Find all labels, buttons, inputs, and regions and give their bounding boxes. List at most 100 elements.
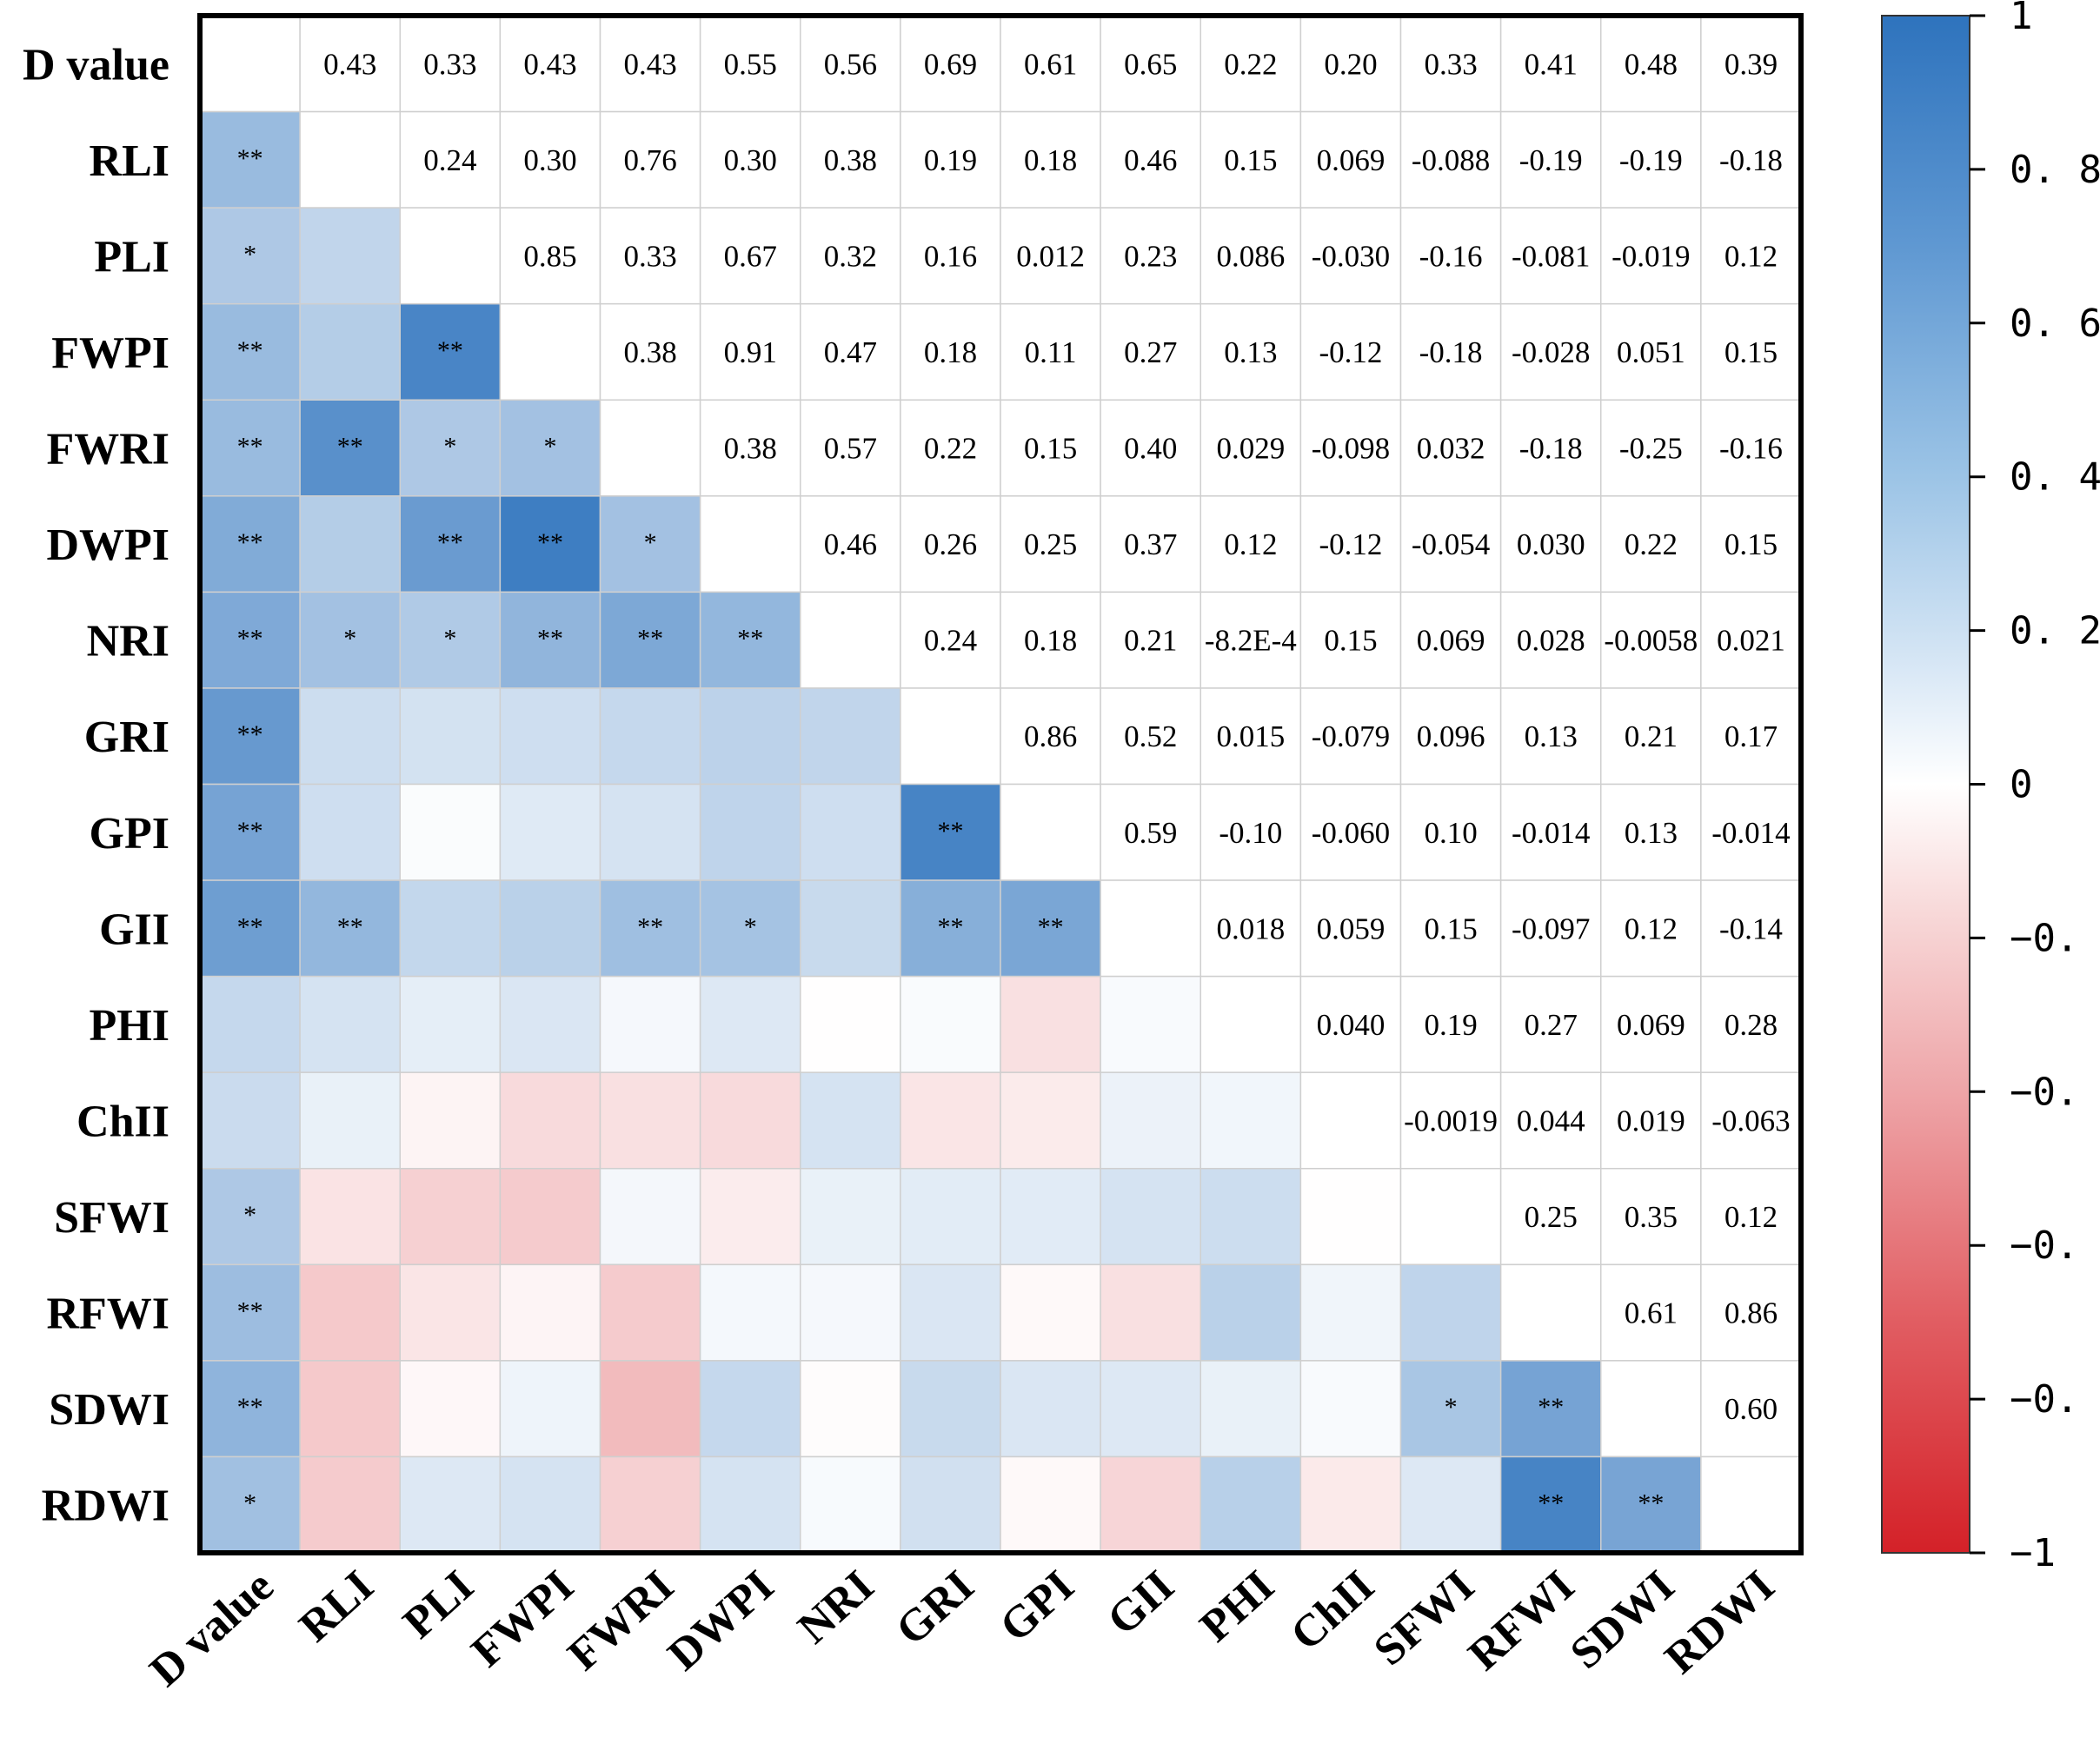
heatmap-cell-6-15 <box>1700 591 1802 689</box>
heatmap-cell-11-1 <box>299 1071 401 1170</box>
heatmap-cell-2-12 <box>1399 207 1502 305</box>
correlation-value-label: 0.20 <box>1324 47 1377 81</box>
correlation-value-label: -8.2E-4 <box>1205 624 1297 658</box>
correlation-value-label: 0.11 <box>1025 335 1077 369</box>
heatmap-cell-8-5 <box>699 783 801 881</box>
heatmap-cell-7-9 <box>1100 687 1201 786</box>
correlation-value-label: 0.15 <box>1224 143 1277 177</box>
correlation-value-label: 0.19 <box>924 143 977 177</box>
significance-marker: * <box>443 433 456 461</box>
heatmap-cell-0-0 <box>199 15 301 113</box>
row-label: FWPI <box>51 328 169 378</box>
heatmap-cell-6-5 <box>699 591 801 689</box>
heatmap-cell-7-4 <box>599 687 701 786</box>
heatmap-cell-9-12 <box>1399 879 1502 978</box>
significance-marker: * <box>644 528 657 557</box>
heatmap-cell-1-2 <box>399 110 502 209</box>
correlation-value-label: 0.051 <box>1617 335 1685 369</box>
correlation-value-label: 0.18 <box>1024 143 1077 177</box>
significance-marker: * <box>543 433 556 461</box>
column-label: GPI <box>991 1562 1084 1652</box>
heatmap-cell-15-7 <box>900 1456 1001 1554</box>
correlation-value-label: -0.060 <box>1312 816 1390 850</box>
heatmap-cell-6-14 <box>1600 591 1702 689</box>
row-label: GPI <box>90 809 169 859</box>
correlation-value-label: 0.24 <box>423 143 476 177</box>
significance-marker: ** <box>237 528 263 557</box>
heatmap-cell-1-8 <box>1000 110 1101 209</box>
correlation-value-label: -0.081 <box>1512 239 1590 273</box>
correlation-value-label: 0.012 <box>1016 239 1085 273</box>
heatmap-cell-0-3 <box>499 15 601 113</box>
correlation-value-label: 0.56 <box>824 47 877 81</box>
correlation-value-label: -0.098 <box>1312 432 1390 466</box>
heatmap-cell-2-4 <box>599 207 701 305</box>
heatmap-cell-14-14 <box>1600 1360 1702 1458</box>
row-label: D value <box>23 40 169 90</box>
correlation-value-label: -0.030 <box>1312 239 1390 273</box>
heatmap-cell-8-6 <box>800 783 901 881</box>
heatmap-cell-11-15 <box>1700 1071 1802 1170</box>
heatmap-cell-13-4 <box>599 1263 701 1362</box>
heatmap-cell-5-1 <box>299 495 401 593</box>
heatmap-cell-2-13 <box>1499 207 1602 305</box>
heatmap-cell-12-3 <box>499 1168 601 1266</box>
heatmap-cell-10-15 <box>1700 975 1802 1073</box>
heatmap-cell-15-8 <box>1000 1456 1101 1554</box>
heatmap-cell-9-1 <box>299 879 401 978</box>
correlation-value-label: 0.22 <box>1625 527 1678 561</box>
colorbar <box>1881 15 1970 1554</box>
heatmap-cell-6-10 <box>1200 591 1302 689</box>
heatmap-cell-3-10 <box>1200 302 1302 401</box>
row-label: GII <box>99 905 169 954</box>
heatmap-cell-5-3 <box>499 495 601 593</box>
correlation-value-label: -0.19 <box>1619 143 1683 177</box>
heatmap-cell-11-12 <box>1399 1071 1502 1170</box>
significance-marker: ** <box>1038 912 1064 941</box>
correlation-value-label: 0.13 <box>1525 719 1578 753</box>
correlation-value-label: 0.030 <box>1517 527 1585 561</box>
heatmap-cell-11-6 <box>800 1071 901 1170</box>
correlation-value-label: 0.65 <box>1124 47 1177 81</box>
significance-marker: ** <box>237 144 263 173</box>
heatmap-cell-4-3 <box>499 399 601 497</box>
heatmap-cell-1-3 <box>499 110 601 209</box>
heatmap-cell-13-3 <box>499 1263 601 1362</box>
correlation-value-label: 0.25 <box>1525 1200 1578 1234</box>
colorbar-tick-label: 0. 4 <box>2010 455 2100 500</box>
correlation-value-label: 0.13 <box>1625 816 1678 850</box>
heatmap-cell-13-9 <box>1100 1263 1201 1362</box>
row-label: SDWI <box>49 1385 169 1435</box>
heatmap-cell-6-3 <box>499 591 601 689</box>
heatmap-cell-13-8 <box>1000 1263 1101 1362</box>
correlation-value-label: 0.18 <box>1024 624 1077 658</box>
significance-marker: * <box>744 912 757 941</box>
heatmap-cell-8-9 <box>1100 783 1201 881</box>
heatmap-cell-7-10 <box>1200 687 1302 786</box>
heatmap-cell-14-15 <box>1700 1360 1802 1458</box>
heatmap-cell-13-12 <box>1399 1263 1502 1362</box>
correlation-value-label: 0.46 <box>824 527 877 561</box>
correlation-value-label: 0.13 <box>1224 335 1277 369</box>
column-label: RDWI <box>1656 1562 1784 1684</box>
correlation-value-label: 0.086 <box>1216 239 1285 273</box>
correlation-value-label: 0.021 <box>1717 624 1785 658</box>
row-labels: D value RLI PLI FWPI FWRI DWPI NRI GRI GPI GII PHI… <box>23 40 169 1530</box>
heatmap-cell-14-12 <box>1399 1360 1502 1458</box>
heatmap-cell-9-7 <box>900 879 1001 978</box>
heatmap-cell-11-14 <box>1600 1071 1702 1170</box>
heatmap-cell-5-7 <box>900 495 1001 593</box>
heatmap-cell-1-6 <box>800 110 901 209</box>
heatmap-cell-10-2 <box>399 975 502 1073</box>
heatmap-cell-2-7 <box>900 207 1001 305</box>
heatmap-cell-10-0 <box>199 975 301 1073</box>
correlation-value-label: 0.43 <box>523 47 576 81</box>
heatmap-cell-9-15 <box>1700 879 1802 978</box>
correlation-value-label: 0.30 <box>523 143 576 177</box>
heatmap-cell-4-7 <box>900 399 1001 497</box>
correlation-value-label: 0.15 <box>1725 335 1778 369</box>
heatmap-cell-12-13 <box>1499 1168 1602 1266</box>
correlation-value-label: 0.47 <box>824 335 877 369</box>
heatmap-cell-7-3 <box>499 687 601 786</box>
significance-marker: ** <box>337 912 363 941</box>
